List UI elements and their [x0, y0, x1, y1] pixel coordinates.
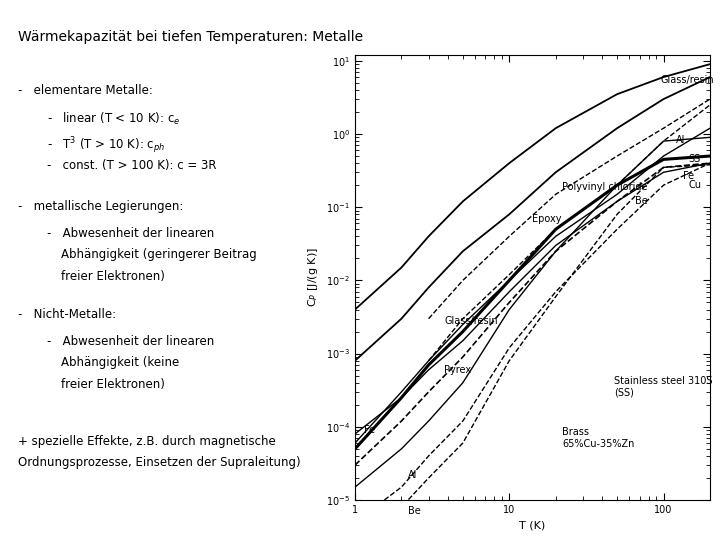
X-axis label: T (K): T (K) [519, 521, 546, 530]
Y-axis label: C$_P$ [J/(g K)]: C$_P$ [J/(g K)] [307, 248, 320, 307]
Text: Al: Al [408, 470, 417, 480]
Text: Al: Al [676, 136, 685, 145]
Text: -   metallische Legierungen:: - metallische Legierungen: [18, 200, 184, 213]
Text: Fe: Fe [364, 425, 376, 435]
Text: -   T$^3$ (T > 10 K): c$_{ph}$: - T$^3$ (T > 10 K): c$_{ph}$ [47, 135, 165, 156]
Text: Epoxy: Epoxy [532, 213, 562, 224]
Text: SS: SS [688, 154, 701, 164]
Text: Pyrex: Pyrex [444, 365, 472, 375]
Text: freier Elektronen): freier Elektronen) [61, 378, 165, 391]
Text: -   elementare Metalle:: - elementare Metalle: [18, 84, 153, 97]
Text: Stainless steel 310S
(SS): Stainless steel 310S (SS) [614, 376, 713, 398]
Text: -   linear (T < 10 K): c$_e$: - linear (T < 10 K): c$_e$ [47, 111, 180, 127]
Text: Be: Be [408, 507, 420, 516]
Text: freier Elektronen): freier Elektronen) [61, 270, 165, 283]
Text: Abhängigkeit (geringerer Beitrag: Abhängigkeit (geringerer Beitrag [61, 248, 257, 261]
Text: Abhängigkeit (keine: Abhängigkeit (keine [61, 356, 179, 369]
Text: Glass/resin: Glass/resin [660, 75, 714, 85]
Text: -   Nicht-Metalle:: - Nicht-Metalle: [18, 308, 116, 321]
Text: Glass/resin: Glass/resin [444, 316, 498, 326]
Text: Brass
65%Cu-35%Zn: Brass 65%Cu-35%Zn [562, 427, 634, 449]
Text: Cu: Cu [688, 180, 701, 190]
Text: Fe: Fe [683, 171, 694, 180]
Text: Ordnungsprozesse, Einsetzen der Supraleitung): Ordnungsprozesse, Einsetzen der Supralei… [18, 456, 301, 469]
Text: Wärmekapazität bei tiefen Temperaturen: Metalle: Wärmekapazität bei tiefen Temperaturen: … [18, 30, 363, 44]
Text: + spezielle Effekte, z.B. durch magnetische: + spezielle Effekte, z.B. durch magnetis… [18, 435, 276, 448]
Text: Polyvinyl chloride: Polyvinyl chloride [562, 182, 647, 192]
Text: Be: Be [635, 197, 647, 206]
Text: -   const. (T > 100 K): c = 3R: - const. (T > 100 K): c = 3R [47, 159, 216, 172]
Text: -   Abwesenheit der linearen: - Abwesenheit der linearen [47, 335, 214, 348]
Text: -   Abwesenheit der linearen: - Abwesenheit der linearen [47, 227, 214, 240]
